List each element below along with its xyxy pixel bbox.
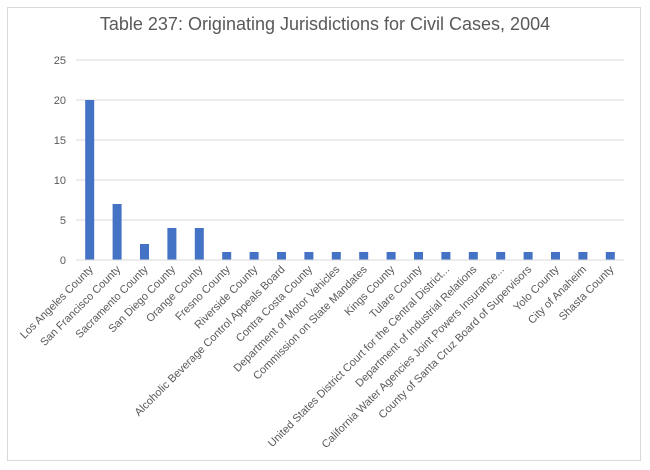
bar — [112, 204, 122, 260]
bar — [414, 252, 423, 260]
bar — [386, 252, 396, 260]
bar — [441, 252, 451, 260]
bar — [249, 252, 259, 260]
bar — [578, 252, 588, 260]
bar — [140, 244, 149, 260]
y-tick-label: 20 — [54, 95, 66, 107]
bar — [194, 228, 204, 260]
bar — [167, 228, 177, 260]
y-tick-label: 5 — [60, 215, 66, 227]
bar — [304, 252, 314, 260]
bar — [222, 252, 232, 260]
gridlines — [76, 59, 624, 221]
y-tick-label: 10 — [54, 175, 66, 187]
bar — [523, 252, 533, 260]
bar — [359, 252, 369, 260]
y-tick-label: 0 — [60, 255, 66, 267]
bar — [468, 252, 478, 260]
bar — [277, 252, 286, 260]
bar — [331, 252, 341, 260]
bar — [605, 252, 615, 260]
y-tick-label: 25 — [54, 55, 66, 67]
y-axis-tick-labels: 0 5 10 15 20 25 — [54, 55, 66, 267]
bar — [496, 252, 506, 260]
bars — [85, 100, 615, 260]
bar — [85, 100, 95, 260]
bar — [551, 252, 560, 260]
y-tick-label: 15 — [54, 135, 66, 147]
chart-title: Table 237: Originating Jurisdictions for… — [99, 14, 551, 34]
